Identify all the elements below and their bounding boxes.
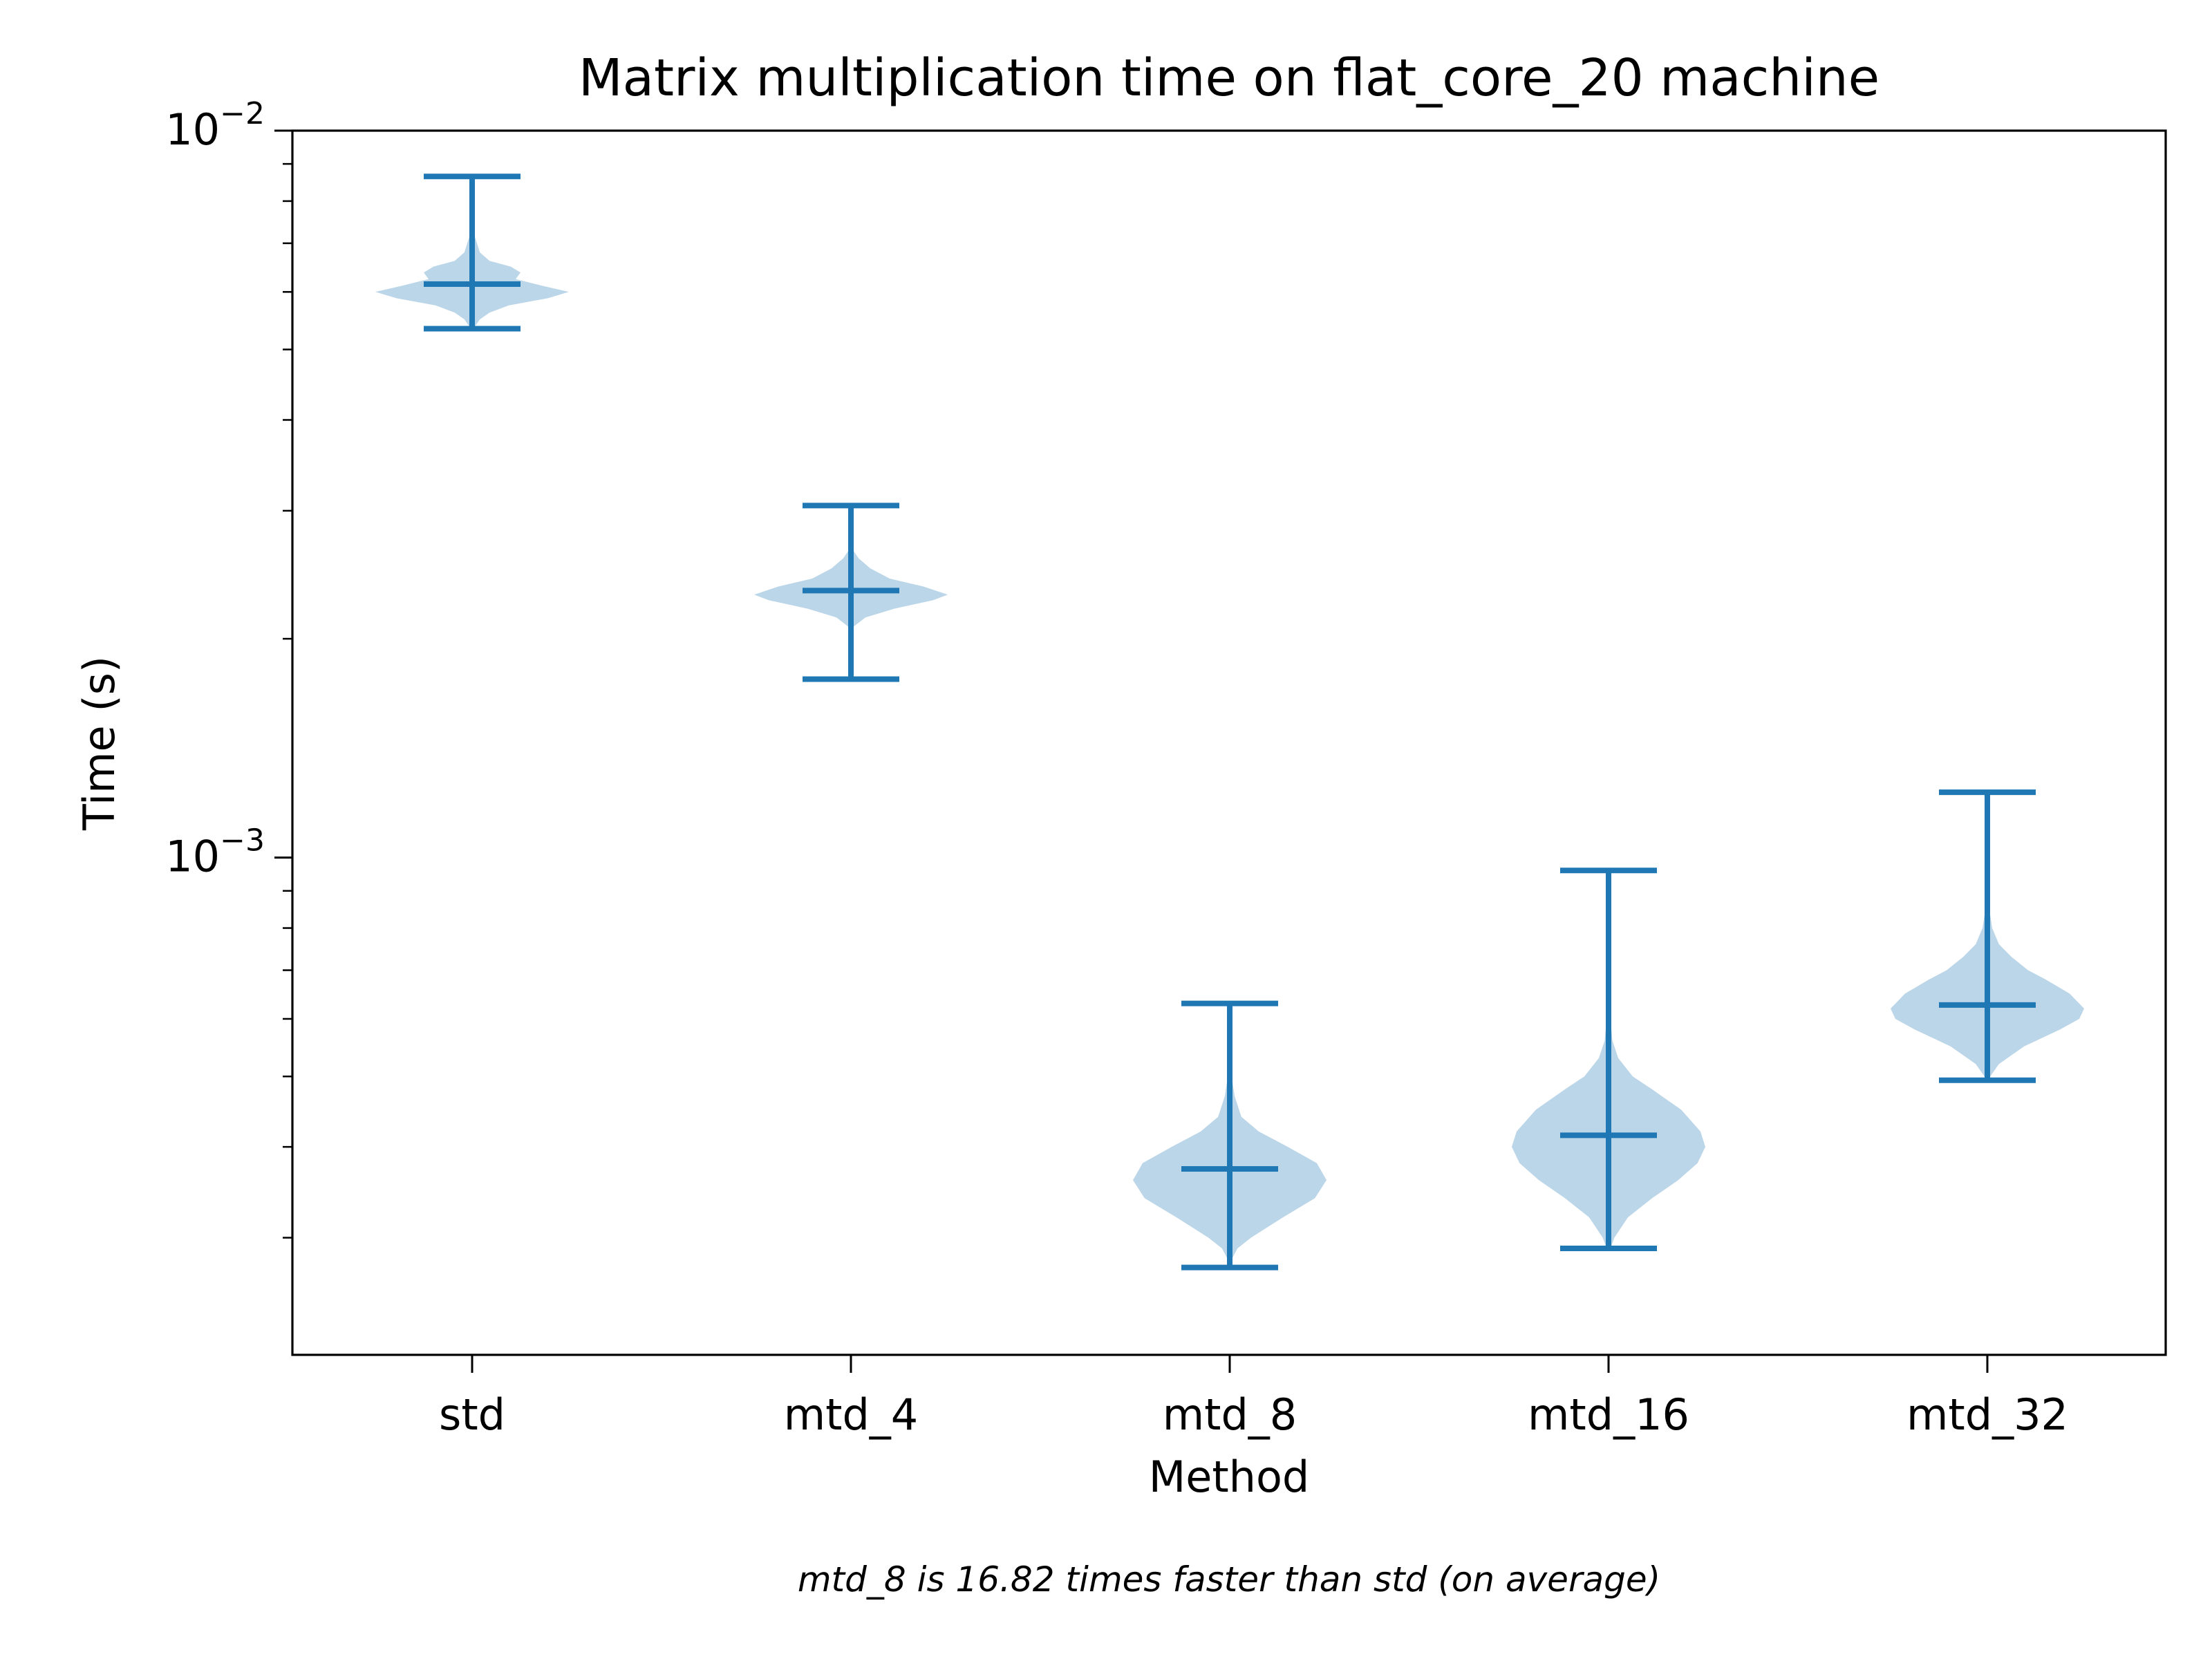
violin-mtd_8 xyxy=(1133,1000,1327,1271)
x-tick-label: std xyxy=(439,1389,505,1440)
y-tick-label: 10−3 xyxy=(165,823,265,882)
chart-title: Matrix multiplication time on flat_core_… xyxy=(579,48,1880,108)
x-tick-label: mtd_4 xyxy=(784,1389,919,1440)
y-axis: 10−2 10−3 xyxy=(165,96,292,1239)
violin-mtd_4 xyxy=(754,503,948,682)
x-tick-label: mtd_16 xyxy=(1528,1389,1689,1440)
x-axis-label: Method xyxy=(1149,1452,1310,1502)
x-axis: std mtd_4 mtd_8 mtd_16 mtd_32 xyxy=(439,1355,2068,1440)
violin-mtd_32 xyxy=(1891,789,2084,1083)
chart-caption: mtd_8 is 16.82 times faster than std (on… xyxy=(798,1559,1660,1600)
plot-frame xyxy=(291,129,2167,1356)
violins xyxy=(375,174,2084,1271)
x-tick-label: mtd_8 xyxy=(1163,1389,1297,1440)
y-tick-label: 10−2 xyxy=(165,96,265,155)
violin-std xyxy=(375,174,569,332)
y-axis-label: Time (s) xyxy=(74,656,124,831)
violin-mtd_16 xyxy=(1512,868,1705,1252)
x-tick-label: mtd_32 xyxy=(1906,1389,2068,1440)
